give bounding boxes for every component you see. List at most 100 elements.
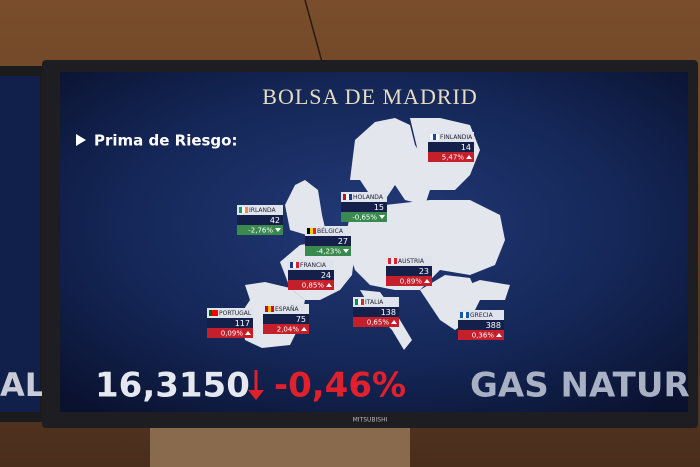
flag: [346, 194, 349, 200]
country-boxes: FINLANDIA 14 5,47% HOLANDA 15 -0,65% IRLANDA 42…: [207, 132, 504, 340]
arrow-up: [424, 279, 430, 283]
flag: [361, 299, 364, 305]
box-header: [353, 297, 399, 307]
flag: [310, 228, 313, 234]
box-header: [288, 260, 334, 270]
country-name: AUSTRIA: [398, 258, 425, 265]
flag: [265, 306, 268, 312]
premium: 14: [461, 143, 471, 152]
box-header: [428, 132, 474, 142]
box-value-bg: [305, 236, 351, 246]
box-value-bg: [207, 318, 253, 328]
left-ticker: AL: [0, 366, 45, 404]
flag: [212, 310, 215, 316]
premium: 23: [419, 267, 429, 276]
cable: [304, 0, 323, 63]
box-value-bg: [341, 202, 387, 212]
change: 0,65%: [367, 319, 390, 327]
screen-title: BOLSA DE MADRID: [262, 84, 477, 109]
ticker-value: 16,3150: [95, 366, 250, 406]
arrow-up: [391, 320, 397, 324]
country-box: ESPAÑA 75 2,04%: [263, 304, 309, 334]
arrow-down: [343, 249, 349, 253]
box-change-bg: [428, 152, 474, 162]
box-change-bg: [353, 317, 399, 327]
arrow-up: [245, 331, 251, 335]
box-change-bg: [458, 330, 504, 340]
country-box: IRLANDA 42 -2,76%: [237, 205, 283, 235]
box-change-bg: [341, 212, 387, 222]
flag: [343, 194, 346, 200]
country-box: HOLANDA 15 -0,65%: [341, 192, 387, 222]
country-box: GRECIA 388 0,36%: [458, 310, 504, 340]
flag: [313, 228, 316, 234]
box-header: [305, 226, 351, 236]
country-name: ITALIA: [365, 299, 384, 306]
flag: [268, 306, 271, 312]
country-box: FRANCIA 24 0,85%: [288, 260, 334, 290]
premium: 42: [270, 216, 280, 225]
country-name: PORTUGAL: [219, 310, 252, 317]
change: 0,36%: [472, 332, 495, 340]
change: 0,89%: [400, 278, 423, 286]
premium: 24: [321, 271, 331, 280]
flag: [307, 228, 310, 234]
country-name: IRLANDA: [249, 207, 277, 214]
box-change-bg: [386, 276, 432, 286]
left-screen: [0, 76, 40, 412]
change: -2,76%: [248, 227, 273, 235]
flag: [293, 262, 296, 268]
box-change-bg: [305, 246, 351, 256]
ticker-change: -0,46%: [274, 366, 406, 406]
flag: [463, 312, 466, 318]
box-value-bg: [386, 266, 432, 276]
arrow-down: [275, 228, 281, 232]
premium: 75: [296, 315, 306, 324]
flag: [245, 207, 248, 213]
bullet: [76, 134, 86, 146]
box-value-bg: [237, 215, 283, 225]
country-box: AUSTRIA 23 0,89%: [386, 256, 432, 286]
arrow-up: [466, 155, 472, 159]
flag: [355, 299, 358, 305]
change: -0,65%: [352, 214, 377, 222]
box-header: [237, 205, 283, 215]
flag: [430, 134, 433, 140]
ticker-next: GAS NATUR: [470, 366, 690, 406]
country-name: HOLANDA: [353, 194, 384, 201]
box-header: [207, 308, 253, 318]
flag: [433, 134, 436, 140]
box-header: [263, 304, 309, 314]
country-name: FINLANDIA: [440, 134, 473, 141]
flag: [394, 258, 397, 264]
change: 0,85%: [302, 282, 325, 290]
flag: [271, 306, 274, 312]
brand-logo: MITSUBISHI: [353, 417, 388, 424]
box-header: [386, 256, 432, 266]
country-name: FRANCIA: [300, 262, 327, 269]
premium: 138: [381, 308, 396, 317]
flag: [239, 207, 242, 213]
box-header: [341, 192, 387, 202]
box-value-bg: [353, 307, 399, 317]
change: -4,23%: [316, 248, 341, 256]
flag: [466, 312, 469, 318]
flag: [388, 258, 391, 264]
box-value-bg: [428, 142, 474, 152]
premium: 15: [374, 203, 384, 212]
flag: [209, 310, 212, 316]
premium: 388: [486, 321, 501, 330]
flag: [349, 194, 352, 200]
flag: [215, 310, 218, 316]
box-change-bg: [288, 280, 334, 290]
arrow-up: [496, 333, 502, 337]
premium: 27: [338, 237, 348, 246]
arrow-down: [379, 215, 385, 219]
flag: [460, 312, 463, 318]
flag: [436, 134, 439, 140]
box-value-bg: [458, 320, 504, 330]
arrow-up: [301, 327, 307, 331]
country-box: BÉLGICA 27 -4,23%: [305, 226, 351, 256]
